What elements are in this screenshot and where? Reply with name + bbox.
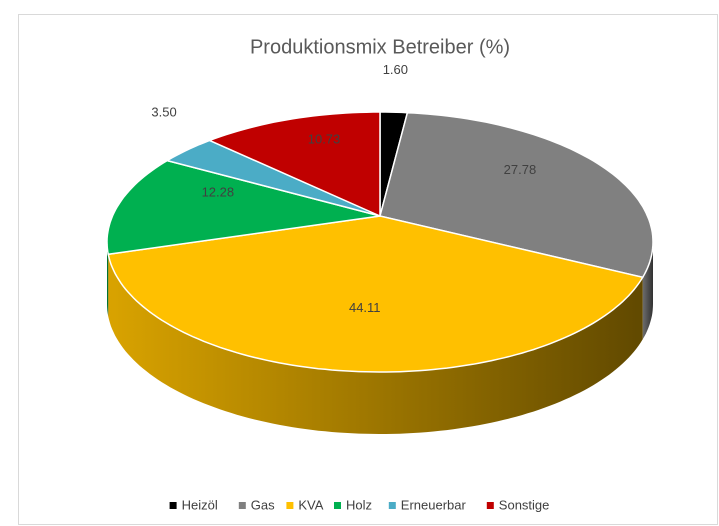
slice-side [107,242,109,317]
slice [379,111,654,279]
slice [165,139,381,217]
legend-marker [238,502,246,509]
legend-marker [486,502,494,509]
legend-marker [169,502,177,509]
slice [106,159,381,256]
chart-title: Produktionsmix Betreiber (%) [250,36,510,58]
legend-label: Erneuerbar [401,497,467,512]
data-label: 3.50 [151,104,176,119]
legend-marker [388,502,396,509]
slice-side [108,254,643,434]
data-label: 10.73 [308,131,341,146]
legend-label: Sonstige [499,497,550,512]
legend-label: Holz [346,497,372,512]
data-label: 1.60 [383,62,408,77]
legend-marker [334,502,341,509]
slice-side [642,242,653,340]
slice [207,111,381,218]
data-label: 44.11 [349,300,381,315]
legend-label: Heizöl [182,497,218,512]
legend-marker [286,502,294,509]
slice [107,215,644,373]
legend-label: Gas [251,497,275,512]
legend-label: KVA [298,497,323,512]
data-label: 27.78 [504,162,537,177]
data-label: 12.28 [202,184,235,199]
